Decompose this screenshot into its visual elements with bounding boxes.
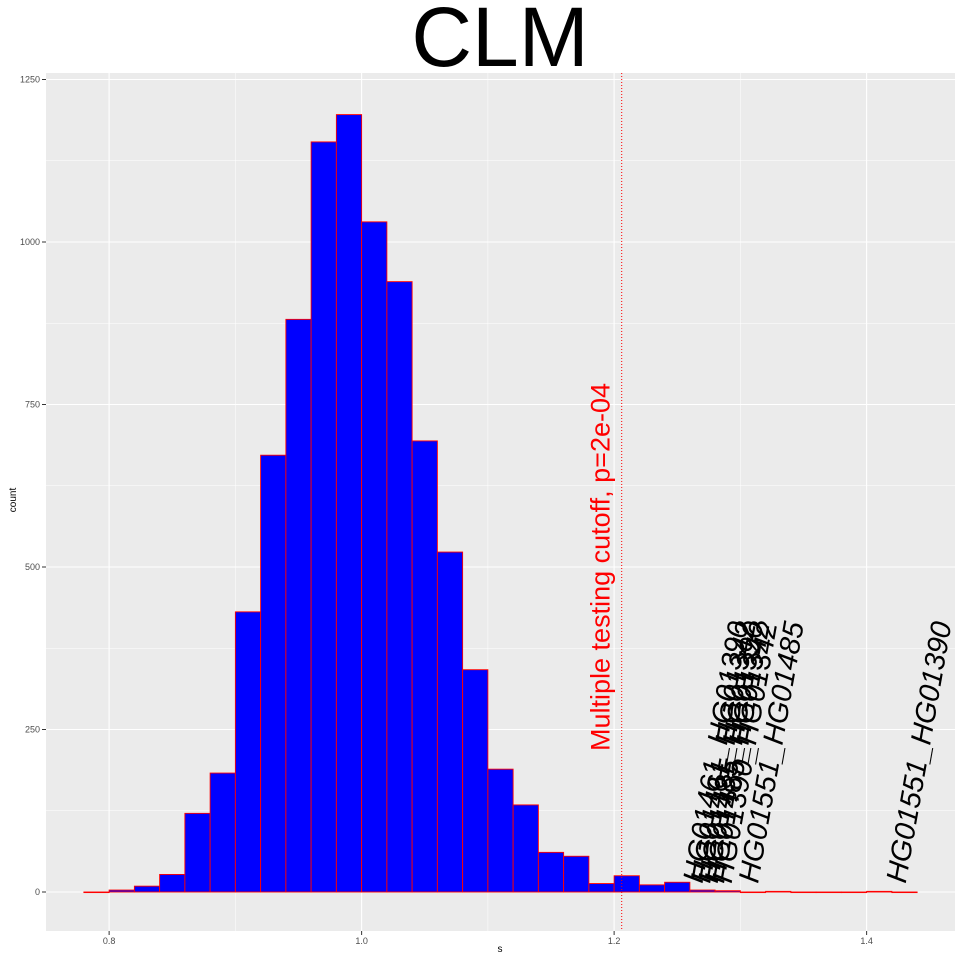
histogram-bar xyxy=(891,891,918,894)
y-axis-title: count xyxy=(8,488,19,513)
histogram-bar xyxy=(563,855,590,893)
histogram-bar xyxy=(840,891,868,894)
histogram-bar xyxy=(815,891,842,894)
y-tick-label: 750 xyxy=(25,400,40,410)
histogram-bar xyxy=(209,772,236,893)
histogram-bar xyxy=(411,440,438,893)
y-tick-label: 0 xyxy=(35,887,40,897)
histogram-bar xyxy=(866,890,893,893)
histogram-bar xyxy=(310,141,337,893)
x-tick-label: 1.2 xyxy=(608,936,621,946)
outlier-annotations: HG01461_HG01390HG01461_HG01342HG01485_HG… xyxy=(678,618,959,885)
y-tick-label: 500 xyxy=(25,562,40,572)
histogram-bar xyxy=(260,454,287,893)
histogram-bar xyxy=(184,812,211,893)
x-tick-label: 1.0 xyxy=(355,936,368,946)
histogram-bar xyxy=(664,881,691,893)
histogram-bar xyxy=(588,883,615,893)
y-tick-label: 1250 xyxy=(20,75,40,85)
histogram-bar xyxy=(537,851,565,893)
y-tick-label: 250 xyxy=(25,725,40,735)
histogram-bar xyxy=(436,551,464,893)
x-axis-title: s xyxy=(498,944,503,955)
histogram-bar xyxy=(512,804,539,893)
histogram-bar xyxy=(361,221,388,893)
cutoff-label: Multiple testing cutoff, p=2e-04 xyxy=(586,383,616,751)
histogram-bar xyxy=(790,891,817,894)
histogram-bar xyxy=(386,281,413,893)
y-tick-label: 1000 xyxy=(20,237,40,247)
x-axis-ticks: 0.8 1.0 1.2 1.4 xyxy=(103,931,873,946)
histogram-bar xyxy=(159,874,186,893)
histogram-bar xyxy=(638,884,666,893)
histogram-bar xyxy=(689,889,716,893)
histogram-bar xyxy=(83,891,110,894)
histogram-bar xyxy=(462,669,489,893)
histogram-bar xyxy=(335,114,363,893)
histogram-bar xyxy=(133,885,161,893)
histogram-bar xyxy=(765,890,792,893)
histogram-bar xyxy=(487,768,514,893)
y-axis-ticks: 0 250 500 750 1000 1250 xyxy=(20,75,46,897)
histogram-bar xyxy=(613,875,640,893)
chart-title: CLM xyxy=(411,0,588,84)
histogram-bar xyxy=(714,890,741,893)
minor-gridlines xyxy=(46,73,955,931)
x-tick-label: 0.8 xyxy=(103,936,116,946)
x-tick-label: 1.4 xyxy=(860,936,873,946)
histogram-bar xyxy=(285,318,312,893)
histogram-bar xyxy=(234,611,262,893)
histogram-bar xyxy=(739,891,767,894)
histogram-bars xyxy=(83,114,918,894)
histogram-bar xyxy=(108,889,135,893)
